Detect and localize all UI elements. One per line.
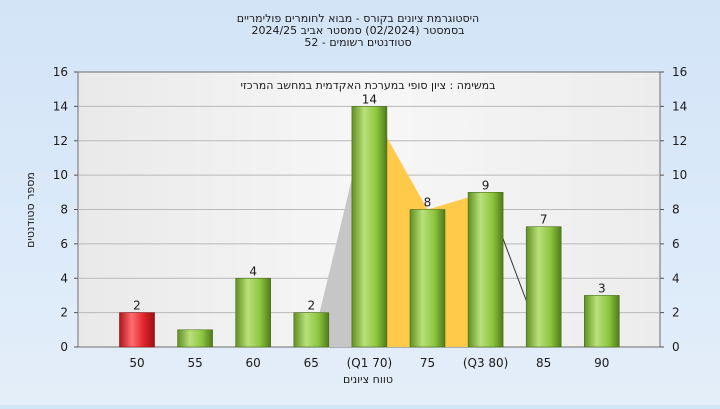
- y-tick-label-right: 16: [672, 65, 687, 79]
- bar-85: [525, 226, 562, 348]
- bar-65: [293, 312, 330, 348]
- y-tick-label-right: 8: [672, 203, 680, 217]
- data-label: 3: [598, 281, 606, 295]
- y-tick-label-right: 2: [672, 306, 680, 320]
- y-tick-label-right: 6: [672, 237, 680, 251]
- data-label: 8: [424, 196, 432, 210]
- data-labels: 2 4 2 14 8 9 7 3: [133, 92, 605, 312]
- y-axis-label: מספר סטודנטים: [24, 172, 37, 248]
- bar-55: [177, 329, 213, 348]
- data-label: 4: [249, 264, 257, 278]
- chart-title-line-1: היסטוגרמת ציונים בקורס - מבוא לחומרים פו…: [237, 12, 480, 25]
- x-tick-label: (Q3 80): [463, 356, 509, 370]
- y-axis-left-ticks: 0 2 4 6 8 10 12 14 16: [53, 65, 78, 354]
- data-label: 2: [133, 299, 141, 313]
- y-tick-label-right: 12: [672, 134, 687, 148]
- y-tick-label-left: 12: [53, 134, 68, 148]
- y-tick-label-right: 10: [672, 168, 687, 182]
- x-tick-label: 60: [246, 356, 261, 370]
- y-tick-label-right: 4: [672, 271, 680, 285]
- y-axis-right-ticks: 0 2 4 6 8 10 12 14 16: [660, 65, 687, 354]
- x-axis-ticks: 50 55 60 65 (Q1 70) 75 (Q3 80) 85 90: [129, 356, 609, 370]
- y-tick-label-left: 14: [53, 99, 68, 113]
- x-tick-label: 75: [420, 356, 435, 370]
- bar-90: [583, 295, 620, 348]
- data-label: 7: [540, 213, 548, 227]
- bars: [119, 106, 620, 348]
- x-tick-label: (Q1 70): [347, 356, 393, 370]
- bar-50: [119, 312, 155, 348]
- y-tick-label-left: 6: [60, 237, 68, 251]
- y-tick-label-left: 16: [53, 65, 68, 79]
- x-tick-label: 50: [129, 356, 144, 370]
- y-tick-label-right: 0: [672, 340, 680, 354]
- y-tick-label-left: 4: [60, 271, 68, 285]
- y-tick-label-left: 10: [53, 168, 68, 182]
- data-label: 2: [307, 299, 315, 313]
- x-tick-label: 65: [304, 356, 319, 370]
- x-tick-label: 55: [187, 356, 202, 370]
- x-axis-label: טווח ציונים: [343, 373, 393, 386]
- x-tick-label: 85: [536, 356, 551, 370]
- bar-75: [409, 209, 446, 348]
- chart-annotation: במשימה : ציון סופי במערכת האקדמית במחשב …: [241, 79, 496, 92]
- y-tick-label-left: 0: [60, 340, 68, 354]
- data-label: 14: [362, 92, 377, 106]
- chart-title-line-2: בסמסטר (02/2024) סמסטר אביב 2024/25: [251, 24, 464, 37]
- y-tick-label-left: 8: [60, 203, 68, 217]
- x-tick-label: 90: [594, 356, 609, 370]
- y-tick-label-left: 2: [60, 306, 68, 320]
- y-tick-label-right: 14: [672, 99, 687, 113]
- chart-title-line-3: סטודנטים רשומים - 52: [304, 36, 411, 49]
- bar-60: [235, 277, 271, 348]
- bar-Q1-70: [351, 106, 388, 348]
- bar-Q3-80: [467, 192, 504, 348]
- data-label: 9: [482, 178, 490, 192]
